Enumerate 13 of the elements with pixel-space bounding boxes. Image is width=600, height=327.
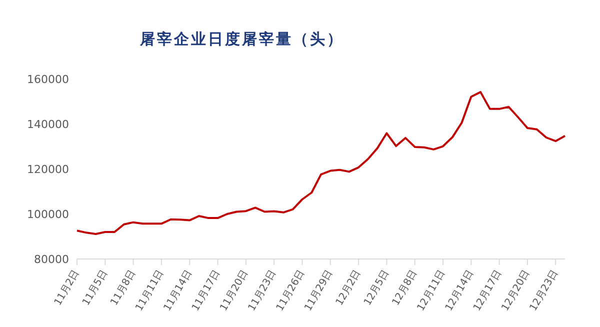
x-tick-label: 11月2日	[52, 268, 82, 308]
x-tick-label: 11月5日	[80, 268, 110, 308]
x-tick-label: 12月23日	[528, 268, 560, 314]
y-tick-label: 120000	[27, 162, 69, 176]
line-series	[76, 91, 566, 236]
x-tick-label: 12月2日	[334, 268, 364, 308]
x-tick-label: 12月5日	[362, 268, 392, 308]
y-tick-label: 80000	[34, 252, 69, 266]
x-tick-label: 11月29日	[302, 268, 336, 314]
chart-title: 屠宰企业日度屠宰量（头）	[140, 30, 344, 49]
y-tick-label: 160000	[27, 72, 69, 86]
y-tick-label: 100000	[27, 208, 69, 221]
y-tick-label: 140000	[27, 118, 69, 131]
